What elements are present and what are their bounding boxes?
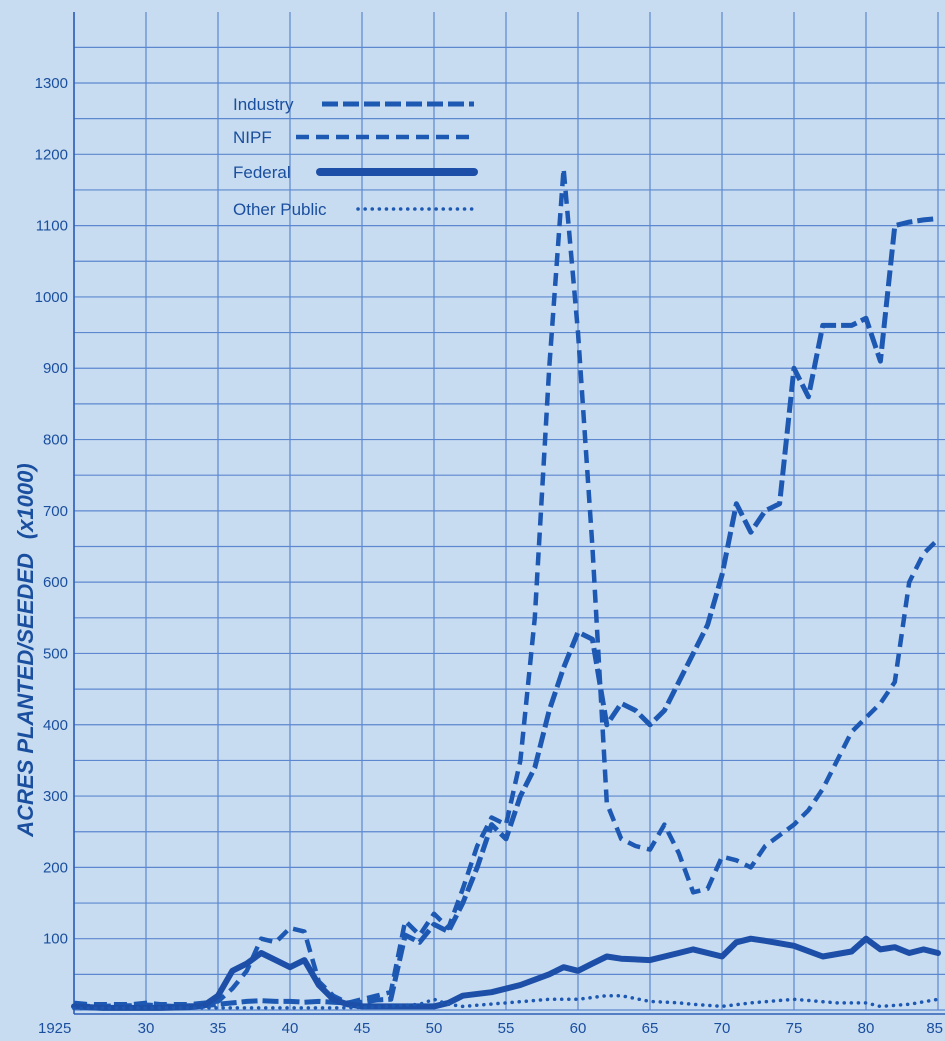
y-tick-label: 800 (43, 432, 68, 449)
y-axis-title: ACRES PLANTED/SEEDED(x1000) (13, 463, 38, 837)
y-tick-label: 1300 (35, 75, 68, 92)
x-axis-ticks: 1925 30 35 40 45 50 55 60 65 70 75 80 85 (38, 1020, 943, 1037)
x-tick-label: 60 (570, 1020, 587, 1037)
y-tick-label: 300 (43, 788, 68, 805)
legend-label: Other Public (233, 200, 327, 219)
x-tick-label: 35 (210, 1020, 227, 1037)
series-federal (71, 935, 941, 1011)
y-tick-label: 600 (43, 574, 68, 591)
x-tick-label: 80 (858, 1020, 875, 1037)
x-tick-label: 65 (642, 1020, 659, 1037)
y-axis-ticks: 100 200 300 400 500 600 700 800 900 1000 1100 1200 1… (35, 75, 68, 948)
x-tick-label: 75 (786, 1020, 803, 1037)
x-tick-label: 1925 (38, 1020, 71, 1037)
series-line (71, 935, 941, 1011)
legend: Industry NIPF Federal Other Public (233, 95, 478, 219)
y-tick-label: 100 (43, 931, 68, 948)
legend-label: Industry (233, 95, 294, 114)
y-tick-label: 700 (43, 503, 68, 520)
y-tick-label: 400 (43, 717, 68, 734)
x-tick-label: 55 (498, 1020, 515, 1037)
y-tick-label: 900 (43, 360, 68, 377)
series-other-public (72, 993, 940, 1011)
series-line (73, 216, 939, 1009)
x-tick-label: 40 (282, 1020, 299, 1037)
series-industry (73, 216, 939, 1009)
series-line (72, 993, 940, 1011)
series-nipf (73, 166, 940, 1007)
y-tick-label: 200 (43, 859, 68, 876)
y-tick-label: 500 (43, 645, 68, 662)
y-tick-label: 1000 (35, 289, 68, 306)
x-tick-label: 30 (138, 1020, 155, 1037)
x-tick-label: 85 (926, 1020, 943, 1037)
series-layer (71, 166, 941, 1011)
grid (73, 12, 945, 1015)
legend-label: NIPF (233, 128, 272, 147)
legend-label: Federal (233, 163, 291, 182)
y-tick-label: 1200 (35, 146, 68, 163)
x-tick-label: 50 (426, 1020, 443, 1037)
x-tick-label: 45 (354, 1020, 371, 1037)
x-tick-label: 70 (714, 1020, 731, 1037)
series-line (73, 166, 940, 1007)
y-tick-label: 1100 (36, 218, 68, 235)
